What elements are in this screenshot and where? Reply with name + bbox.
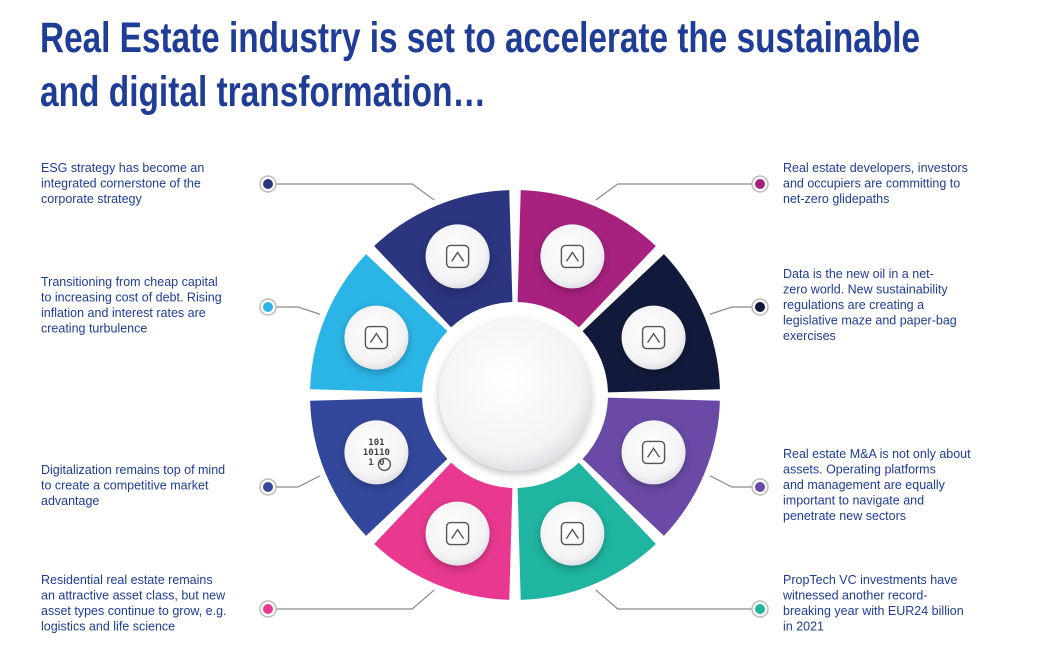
description: to create a competitive market [41,479,209,493]
dot [755,482,765,492]
icon [646,332,661,343]
dot [263,482,273,492]
icon [451,251,465,262]
icon-circle [425,501,490,566]
icon-circle [621,305,686,370]
description: breaking year with EUR24 billion [783,604,964,618]
dot [263,604,273,614]
dot [263,179,273,189]
description: witnessed another record- [782,589,928,603]
description: and management are equally [783,478,946,492]
description: integrated cornerstone of the [41,177,201,191]
description: corporate strategy [41,192,142,206]
connector [268,475,321,488]
icon [445,244,470,269]
description: advantage [41,494,99,508]
description: inflation and interest rates are [41,306,206,320]
description: ESG strategy has become an [41,161,204,175]
connector [268,183,435,201]
icon [369,332,384,343]
icon [377,457,392,472]
icon-circle [425,224,490,289]
description: creating turbulence [41,322,147,336]
title: Real Estate industry is set to accelerat… [40,14,920,62]
icon [641,325,666,350]
icon [560,244,585,269]
title: and digital transformation… [40,68,486,116]
description: Real estate developers, investors [783,161,968,175]
dot [263,302,273,312]
description: net-zero glidepaths [783,192,889,206]
icon-circle [540,224,605,289]
description: exercises [783,329,836,343]
description: Data is the new oil in a net- [783,267,934,281]
description: Real estate M&A is not only about [783,447,971,461]
icon-text: 101 [368,438,384,448]
description: Digitalization remains top of mind [41,463,225,477]
icon [445,521,470,546]
description: Residential real estate remains [41,573,213,587]
center-circle [439,319,591,471]
description: Transitioning from cheap capital [41,275,218,289]
connector [595,589,760,610]
icon [646,447,661,458]
description: in 2021 [783,620,824,634]
description: an attractive asset class, but new [41,589,226,603]
dot [755,604,765,614]
description: and occupiers are committing to [783,177,960,191]
description: zero world. New sustainability [783,283,948,297]
description: PropTech VC investments have [783,573,957,587]
icon [364,325,389,350]
description: assets. Operating platforms [783,463,936,477]
icon [560,521,585,546]
description: important to navigate and [783,494,924,508]
dot [755,179,765,189]
connector [268,306,321,315]
description: regulations are creating a [783,298,924,312]
connector [709,475,760,488]
description: penetrate new sectors [783,509,906,523]
connector [595,183,760,201]
description: logistics and life science [41,620,175,634]
icon-circle [621,420,686,485]
description: legislative maze and paper-bag [783,314,957,328]
description: to increasing cost of debt. Rising [41,291,222,305]
icon [641,440,666,465]
dot [755,302,765,312]
icon [565,528,579,539]
icon-circle [344,420,409,485]
icon [451,528,465,539]
icon-text: 10110 [363,448,390,458]
icon-text: 1 0 [368,458,384,468]
connector [268,589,435,610]
description: asset types continue to grow, e.g. [41,604,227,618]
connector [709,306,760,315]
icon-circle [540,501,605,566]
icon [565,251,579,262]
icon-circle [344,305,409,370]
